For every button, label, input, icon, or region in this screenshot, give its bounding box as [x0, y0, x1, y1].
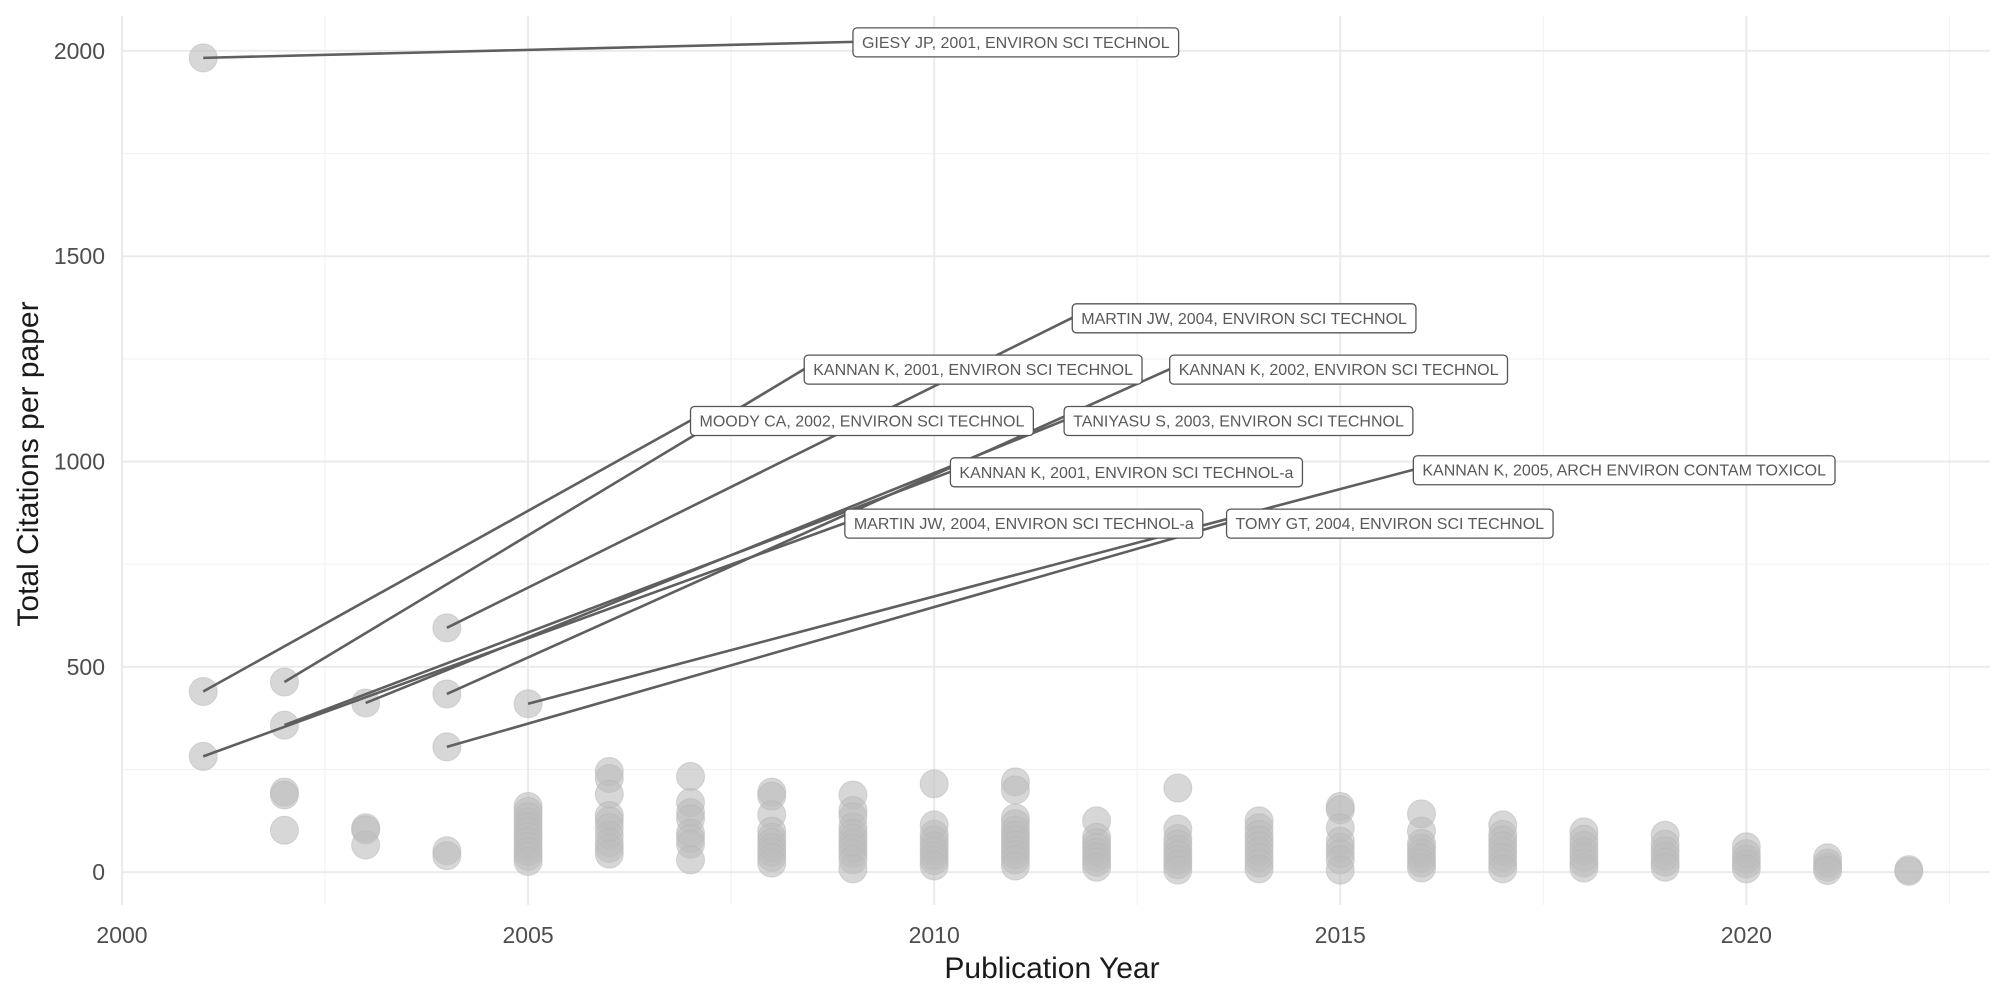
annotation-label-box — [1225, 508, 1554, 539]
annotation-leader-line — [202, 419, 692, 693]
data-point — [513, 846, 543, 876]
x-tick-label: 2020 — [1721, 922, 1772, 948]
annotation-label: KANNAN K, 2002, ENVIRON SCI TECHNOL — [1169, 354, 1509, 385]
data-point — [1813, 856, 1843, 886]
annotation-label: KANNAN K, 2001, ENVIRON SCI TECHNOL — [803, 354, 1143, 385]
annotation-label-text: KANNAN K, 2001, ENVIRON SCI TECHNOL-a — [959, 465, 1293, 482]
annotation-label: KANNAN K, 2005, ARCH ENVIRON CONTAM TOXI… — [1412, 455, 1836, 486]
annotation-label-box — [852, 27, 1180, 58]
data-point — [919, 769, 949, 799]
data-point — [1569, 853, 1599, 883]
annotation-label-box — [1063, 405, 1414, 437]
y-tick-label: 0 — [92, 859, 105, 885]
data-point — [594, 839, 624, 869]
data-point — [676, 845, 706, 875]
data-point — [269, 780, 299, 810]
data-point — [676, 761, 706, 791]
annotation-label-text: TOMY GT, 2004, ENVIRON SCI TECHNOL — [1236, 516, 1545, 533]
data-point — [919, 851, 949, 881]
data-point — [1000, 851, 1030, 881]
annotation-leader-line — [283, 470, 951, 727]
annotation-label-text: MARTIN JW, 2004, ENVIRON SCI TECHNOL — [1081, 311, 1407, 328]
data-point — [1325, 855, 1355, 885]
annotation-leader-line — [527, 468, 1414, 706]
data-point — [1731, 854, 1761, 884]
y-tick-label: 1000 — [54, 449, 105, 475]
data-points — [188, 43, 1924, 886]
data-point — [1082, 852, 1112, 882]
data-point — [1163, 855, 1193, 885]
annotation-label-box — [1071, 303, 1417, 334]
annotation-label: MOODY CA, 2002, ENVIRON SCI TECHNOL — [689, 405, 1034, 437]
y-tick-label: 500 — [67, 654, 105, 680]
y-axis-tick-labels: 0 500 1000 1500 2000 — [54, 38, 105, 885]
annotation-label-text: KANNAN K, 2001, ENVIRON SCI TECHNOL — [813, 362, 1133, 379]
data-point — [1163, 773, 1193, 803]
annotation-label-box — [949, 457, 1304, 488]
annotation-label-text: TANIYASU S, 2003, ENVIRON SCI TECHNOL — [1073, 413, 1404, 430]
annotation-label-box — [844, 508, 1204, 539]
annotation-label: TANIYASU S, 2003, ENVIRON SCI TECHNOL — [1063, 405, 1414, 437]
annotation-label: KANNAN K, 2001, ENVIRON SCI TECHNOL-a — [949, 457, 1304, 488]
data-point — [432, 841, 462, 871]
annotation-leader-line — [446, 367, 1171, 696]
x-axis-title: Publication Year — [944, 952, 1159, 985]
annotation-label-text: MARTIN JW, 2004, ENVIRON SCI TECHNOL-a — [854, 516, 1194, 533]
data-point — [1650, 852, 1680, 882]
data-point — [1406, 853, 1436, 883]
annotation-label: TOMY GT, 2004, ENVIRON SCI TECHNOL — [1225, 508, 1554, 539]
annotation-label-text: KANNAN K, 2002, ENVIRON SCI TECHNOL — [1179, 362, 1499, 379]
annotation-label-box — [1412, 455, 1836, 486]
annotation-label-text: MOODY CA, 2002, ENVIRON SCI TECHNOL — [700, 413, 1025, 430]
data-point — [757, 848, 787, 878]
data-point — [838, 854, 868, 884]
annotation-label: GIESY JP, 2001, ENVIRON SCI TECHNOL — [852, 27, 1180, 58]
annotation-labels: GIESY JP, 2001, ENVIRON SCI TECHNOL MARTI… — [689, 27, 1836, 539]
y-tick-label: 2000 — [54, 38, 105, 64]
x-axis-tick-labels: 2000 2005 2010 2015 2020 — [96, 922, 1772, 948]
data-point — [1894, 856, 1924, 886]
data-point — [1488, 854, 1518, 884]
data-point — [269, 815, 299, 845]
x-tick-label: 2015 — [1315, 922, 1366, 948]
annotation-leader-line — [203, 40, 853, 60]
annotation-label: MARTIN JW, 2004, ENVIRON SCI TECHNOL — [1071, 303, 1417, 334]
annotation-leader-line — [446, 521, 1227, 749]
annotation-label-text: KANNAN K, 2005, ARCH ENVIRON CONTAM TOXI… — [1422, 463, 1826, 480]
annotation-label: MARTIN JW, 2004, ENVIRON SCI TECHNOL-a — [844, 508, 1204, 539]
y-axis-title: Total Citations per paper — [12, 301, 45, 626]
annotation-leader-line — [202, 521, 846, 758]
annotation-label-box — [689, 405, 1034, 437]
data-point — [1000, 775, 1030, 805]
data-point — [1244, 854, 1274, 884]
x-tick-label: 2010 — [909, 922, 960, 948]
annotation-leader-lines — [202, 40, 1414, 758]
annotation-label-box — [1169, 354, 1509, 385]
x-tick-label: 2000 — [96, 922, 147, 948]
data-point — [351, 830, 381, 860]
x-tick-label: 2005 — [503, 922, 554, 948]
y-tick-label: 1500 — [54, 243, 105, 269]
annotation-label-text: GIESY JP, 2001, ENVIRON SCI TECHNOL — [862, 35, 1170, 52]
annotation-label-box — [803, 354, 1143, 385]
